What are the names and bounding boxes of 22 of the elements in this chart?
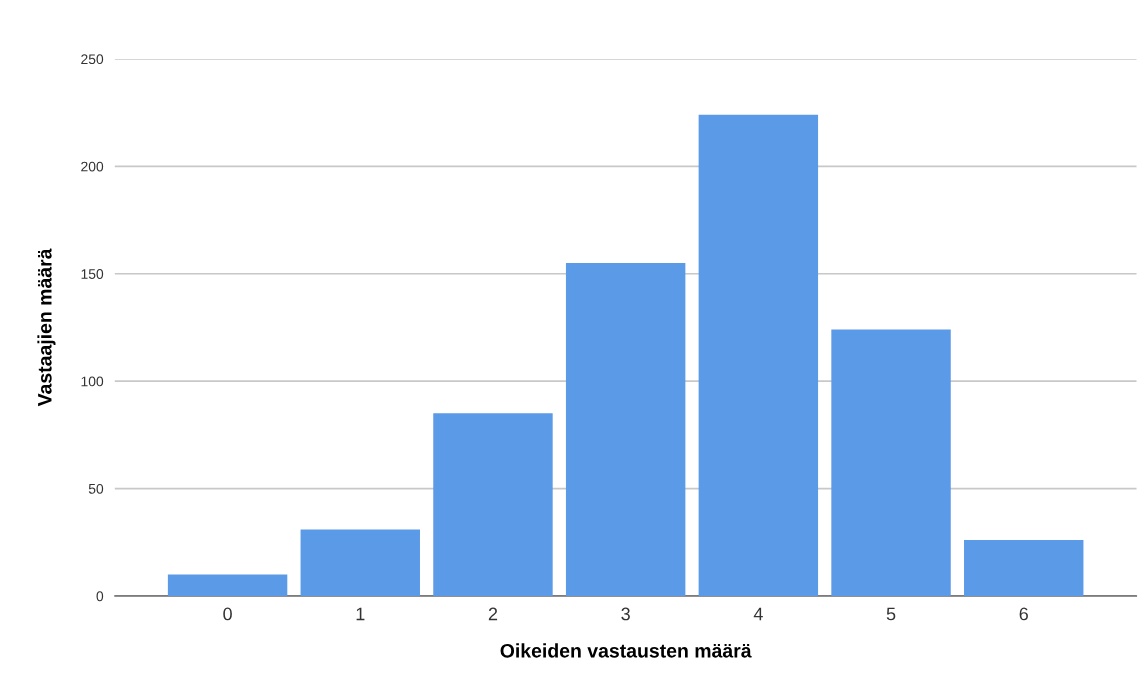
- x-tick-label: 6: [1019, 607, 1028, 621]
- y-tick-label: 250: [81, 54, 104, 65]
- y-tick-label: 200: [81, 161, 104, 172]
- bar: [698, 114, 819, 596]
- bar: [565, 262, 686, 596]
- bar: [300, 529, 420, 596]
- y-tick-label: 100: [81, 376, 104, 387]
- bar: [831, 329, 951, 596]
- x-tick-label: 1: [356, 607, 365, 621]
- x-axis-title: Oikeiden vastausten määrä: [500, 643, 752, 658]
- bar: [167, 574, 288, 596]
- x-tick-label: 5: [886, 607, 896, 621]
- bar: [964, 540, 1084, 596]
- bar: [433, 413, 553, 596]
- x-tick-label: 4: [753, 607, 763, 621]
- x-tick-label: 3: [621, 607, 630, 621]
- x-tick-label: 0: [223, 607, 232, 621]
- x-tick-label: 2: [488, 607, 498, 621]
- y-tick-label: 150: [81, 269, 104, 279]
- y-tick-label: 0: [96, 591, 104, 602]
- y-axis-title: Vastaajien määrä: [37, 248, 56, 407]
- y-tick-label: 50: [88, 483, 104, 494]
